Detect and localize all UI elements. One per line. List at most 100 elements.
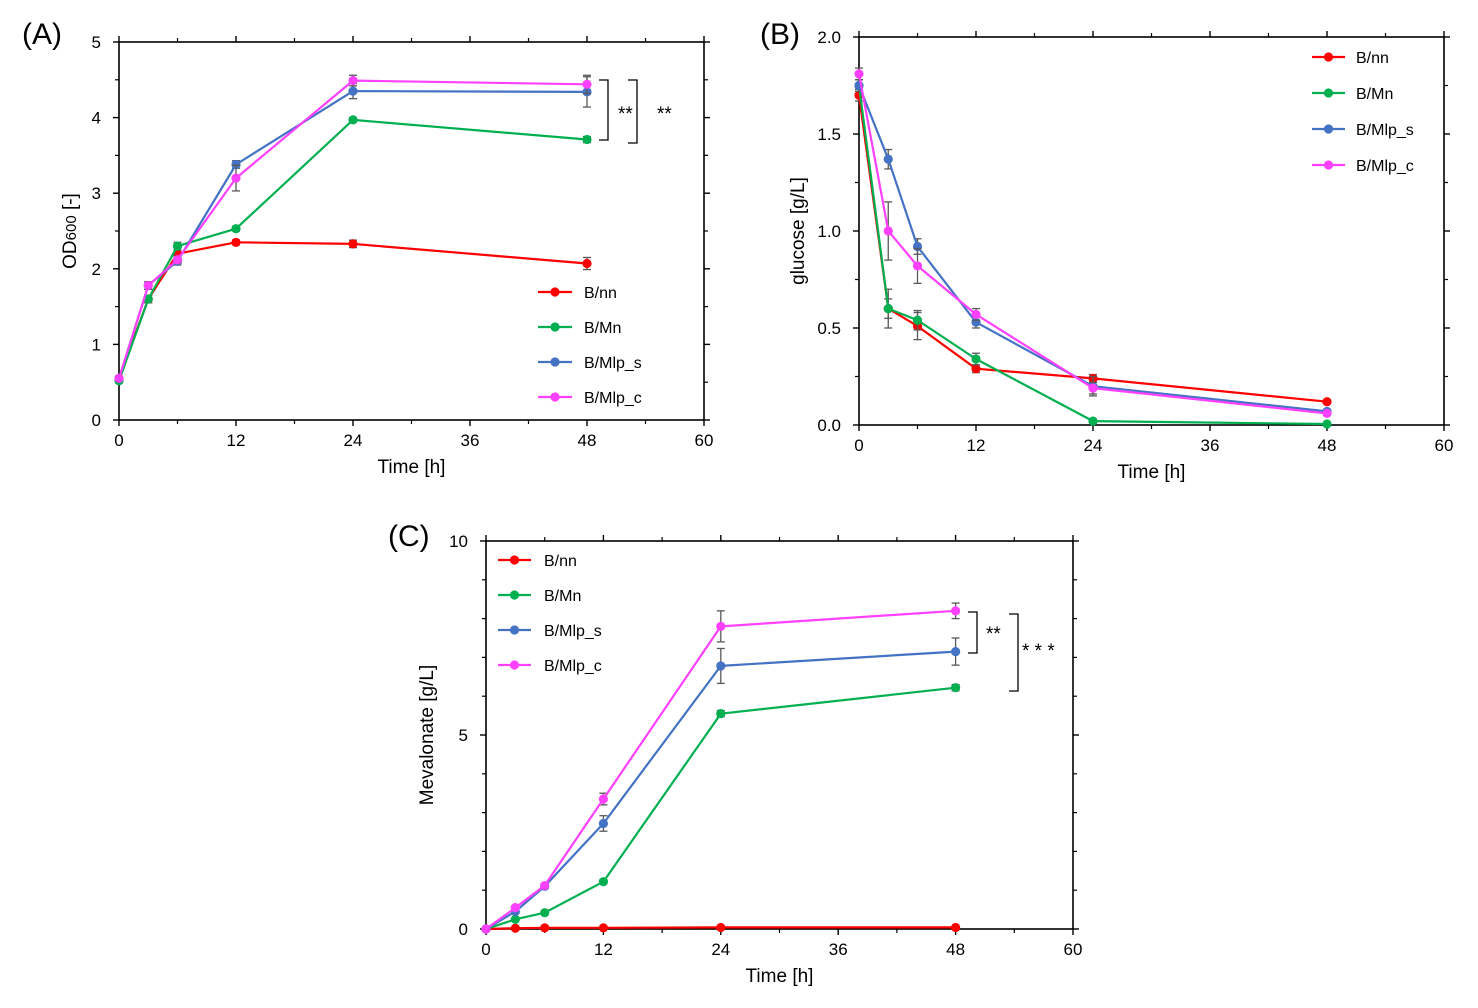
series-line	[485, 926, 956, 931]
x-tick-label: 12	[594, 940, 613, 959]
legend-label: B/Mn	[1356, 86, 1393, 103]
series-line	[857, 85, 1328, 413]
data-point	[481, 924, 491, 934]
x-tick-label: 24	[1084, 436, 1103, 455]
y-axis-title-subscript: 600	[63, 215, 80, 240]
data-point	[951, 922, 961, 933]
legend-label: B/Mlp_s	[584, 355, 642, 372]
y-tick-label: 10	[449, 532, 468, 551]
legend-label: B/Mlp_c	[1356, 158, 1414, 175]
series-b-mn	[481, 683, 961, 934]
series-b-mlp-s	[481, 637, 961, 934]
legend-marker	[550, 287, 560, 297]
significance-bracket	[599, 79, 609, 141]
data-point	[348, 115, 358, 125]
legend-label: B/Mlp_s	[1356, 122, 1414, 139]
data-point	[231, 173, 241, 183]
data-point	[172, 255, 183, 265]
y-axis-title-suffix: [-]	[60, 193, 81, 215]
data-point	[1322, 419, 1332, 429]
legend-label: B/Mn	[544, 588, 581, 605]
data-point	[1322, 397, 1332, 407]
data-point	[348, 75, 358, 86]
data-point	[951, 683, 961, 693]
legend-label: B/nn	[1356, 50, 1389, 67]
data-point	[582, 134, 592, 145]
legend-marker	[1323, 52, 1334, 62]
legend-label: B/nn	[544, 553, 577, 570]
legend-marker	[550, 357, 560, 367]
significance-label: * * *	[1022, 641, 1055, 662]
panel-label: (A)	[22, 18, 62, 51]
y-tick-label: 2.0	[817, 28, 841, 47]
x-tick-label: 60	[1435, 436, 1454, 455]
x-tick-label: 0	[114, 431, 123, 450]
x-tick-label: 60	[695, 431, 714, 450]
y-tick-label: 5	[459, 726, 468, 745]
significance-label: **	[618, 104, 633, 125]
panel-b: 0 12 24 36 48 60 0.0 0.5 1.0 1.5 2.0 Time [h] glucos…	[760, 18, 1453, 483]
x-tick-label: 36	[829, 940, 848, 959]
y-axis-title: glucose [g/L]	[788, 177, 809, 285]
panel-c: 0 12 24 36 48 60 0 5 10 Time [h] Mevalonate [g/L] (…	[388, 520, 1082, 987]
data-point	[1088, 383, 1098, 393]
x-tick-label: 24	[344, 431, 363, 450]
data-point	[1088, 416, 1098, 426]
x-axis-title: Time [h]	[378, 457, 446, 478]
y-tick-label: 0	[92, 411, 101, 430]
x-axis-title: Time [h]	[746, 966, 814, 987]
y-tick-label: 3	[92, 184, 101, 203]
legend-marker	[509, 590, 520, 600]
significance-label: **	[657, 104, 672, 125]
y-tick-label: 5	[92, 33, 101, 52]
series-line	[117, 79, 588, 379]
series-b-mlp-c	[114, 74, 592, 384]
legend-marker	[509, 660, 520, 670]
data-point	[598, 923, 609, 933]
data-point	[1322, 408, 1332, 418]
data-point	[912, 261, 923, 271]
data-point	[971, 364, 981, 374]
y-axis-title-main: OD	[60, 240, 81, 269]
series-line	[857, 85, 1328, 426]
y-tick-label: 1	[92, 335, 101, 354]
significance-bracket	[968, 611, 978, 654]
x-axis-title: Time [h]	[1118, 462, 1186, 483]
data-point	[348, 239, 358, 249]
data-point	[912, 315, 923, 325]
x-tick-label: 0	[854, 436, 863, 455]
y-tick-label: 0.5	[817, 319, 841, 338]
legend-marker	[1323, 124, 1334, 134]
data-point	[716, 709, 726, 719]
data-point	[231, 159, 241, 170]
data-point	[540, 880, 550, 891]
y-tick-label: 1.0	[817, 222, 841, 241]
series-b-mlp-c	[481, 602, 961, 934]
data-point	[883, 304, 893, 314]
data-point	[143, 294, 153, 304]
legend-label: B/Mlp_s	[544, 623, 602, 640]
data-point	[883, 226, 893, 236]
data-point	[971, 309, 981, 320]
legend-label: B/Mlp_c	[544, 658, 602, 675]
series-line	[117, 118, 588, 382]
significance-label: **	[986, 624, 1001, 645]
data-point	[114, 373, 124, 384]
data-point	[172, 241, 183, 251]
legend-marker	[1323, 160, 1334, 170]
series-line	[485, 650, 956, 930]
x-tick-label: 0	[481, 940, 490, 959]
series-b-mlp-c	[854, 67, 1332, 418]
data-point	[951, 606, 961, 616]
panel-label: (C)	[388, 520, 430, 553]
x-tick-label: 36	[1201, 436, 1220, 455]
legend: B/nn B/Mn B/Mlp_s B/Mlp_c	[538, 285, 642, 407]
legend-label: B/nn	[584, 285, 617, 302]
data-point	[348, 86, 358, 96]
data-point	[510, 914, 520, 924]
legend-marker	[509, 625, 520, 635]
x-tick-label: 12	[227, 431, 246, 450]
series-line	[485, 686, 956, 931]
data-point	[143, 280, 153, 291]
